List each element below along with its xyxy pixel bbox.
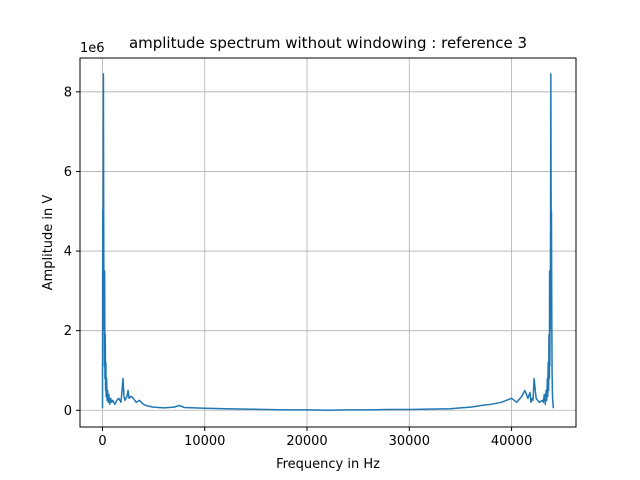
x-tick-label: 0 — [98, 434, 106, 449]
y-tick-label: 0 — [64, 404, 72, 419]
x-tick-label: 20000 — [286, 434, 327, 449]
chart-title: amplitude spectrum without windowing : r… — [129, 34, 527, 52]
y-tick-label: 8 — [64, 85, 72, 100]
y-tick-label: 6 — [64, 165, 72, 180]
y-axis: 0 2 4 6 8 — [64, 85, 80, 419]
plot-area — [101, 73, 555, 412]
x-tick-label: 40000 — [491, 434, 532, 449]
y-tick-label: 2 — [64, 324, 72, 339]
x-tick-label: 10000 — [184, 434, 225, 449]
y-offset-label: 1e6 — [80, 41, 105, 56]
x-axis-label: Frequency in Hz — [276, 457, 380, 472]
x-tick-label: 30000 — [389, 434, 430, 449]
y-tick-label: 4 — [64, 245, 72, 260]
y-axis-label: Amplitude in V — [41, 195, 56, 291]
axes-frame — [79, 57, 577, 428]
x-axis: 0 10000 20000 30000 40000 — [98, 427, 532, 449]
spectrum-line — [101, 73, 555, 412]
